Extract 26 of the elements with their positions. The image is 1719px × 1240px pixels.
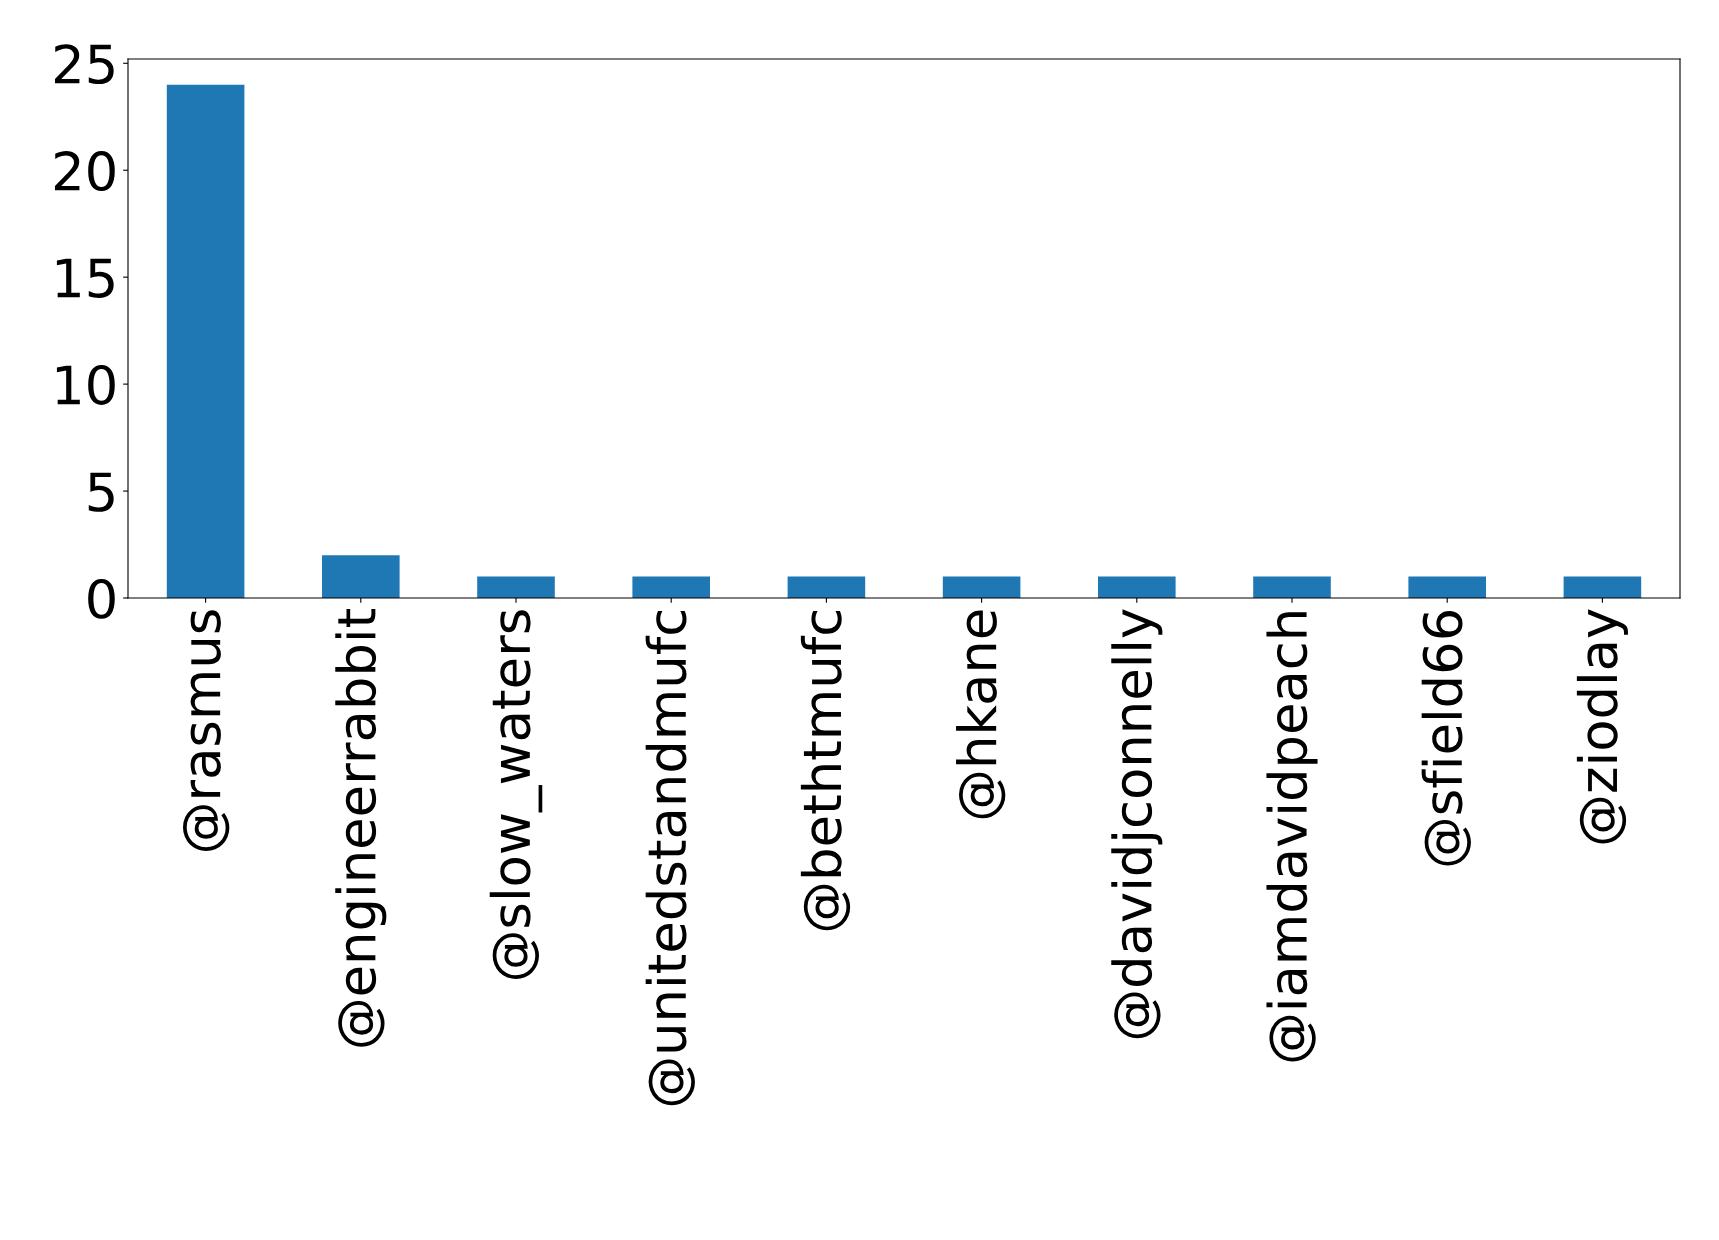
bar <box>166 84 245 598</box>
bar <box>787 576 866 598</box>
y-tick-label: 25 <box>54 44 114 85</box>
x-tick-label: @ziodlay <box>1576 609 1628 844</box>
y-tick-label: 0 <box>88 578 115 619</box>
x-tick-label: @sfield66 <box>1421 611 1471 866</box>
x-tick-label: @rasmus <box>183 610 230 851</box>
x-tick-label: @bethtmufc <box>800 610 851 931</box>
bar <box>942 576 1021 598</box>
bar <box>632 576 710 598</box>
x-tick-label: @davidjconnelly <box>1111 609 1163 1039</box>
x-tick-label: @hkane <box>956 610 1006 819</box>
y-tick-label: 20 <box>54 151 115 192</box>
x-tick-label: @engineerrabbit <box>335 609 387 1047</box>
bar <box>322 555 400 598</box>
y-tick-label: 5 <box>88 472 114 512</box>
bar <box>1098 576 1176 598</box>
x-tick-label: @iamdavidpeach <box>1266 612 1318 1062</box>
bar <box>477 576 555 598</box>
x-tick-label: @unitedstandmufc <box>645 610 695 1106</box>
y-tick-label: 15 <box>56 258 114 298</box>
y-tick-label: 10 <box>56 364 115 405</box>
x-tick-label: @slow_waters <box>489 610 543 979</box>
bar <box>1563 576 1642 598</box>
bar <box>1408 576 1486 598</box>
bar <box>1253 576 1331 598</box>
